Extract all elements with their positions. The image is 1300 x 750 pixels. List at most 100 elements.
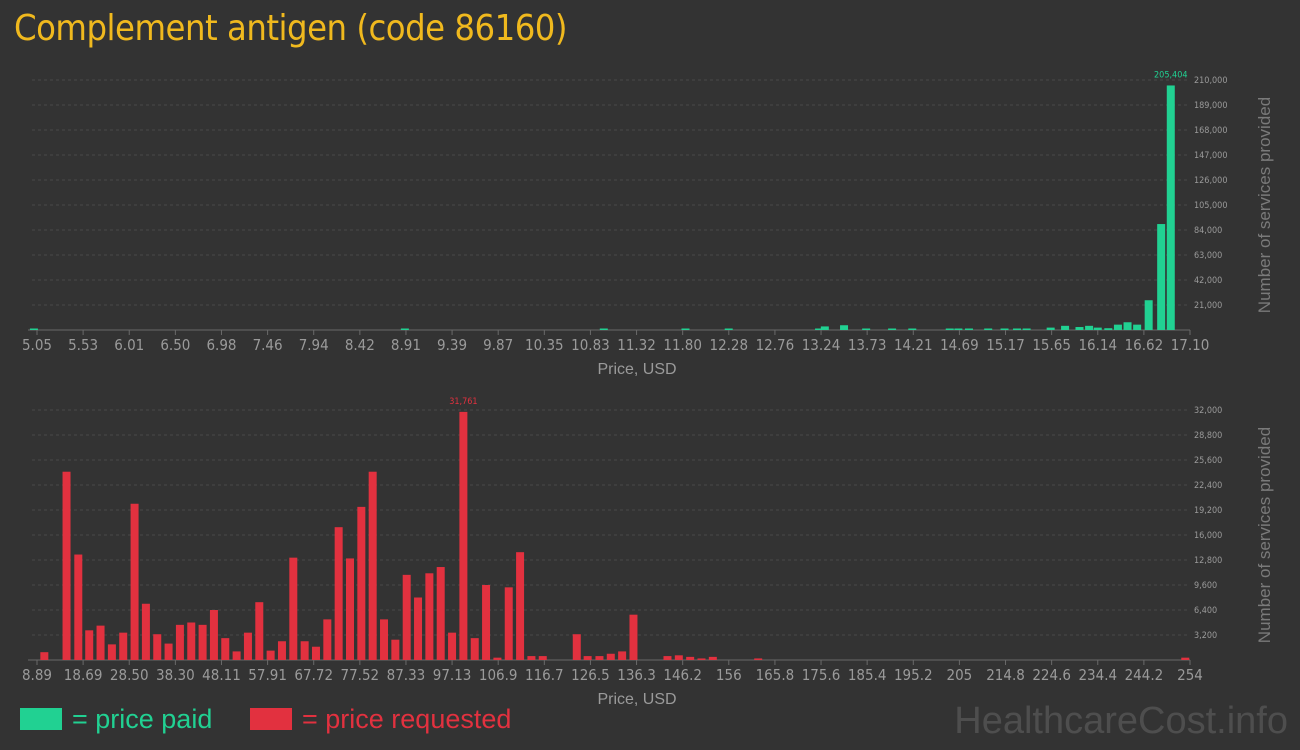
bar [164,643,173,660]
bar [96,625,105,660]
bar [380,619,389,660]
bar [130,503,139,660]
bar [232,651,241,660]
x-tick-label: 15.65 [1032,336,1071,354]
bar [198,624,207,660]
bar [1075,327,1084,330]
x-tick-label: 6.50 [160,336,190,354]
x-tick-label: 16.62 [1125,336,1164,354]
bar [1166,85,1175,330]
bar [686,656,695,660]
page-title: Complement antigen (code 86160) [14,8,568,49]
bar [840,325,849,330]
bar [436,567,445,660]
bar [414,597,423,660]
bar [346,558,354,660]
bar [754,658,763,660]
bar [243,632,252,660]
y-tick-label: 28,800 [1194,431,1222,441]
bar [618,651,627,660]
bar [984,328,993,330]
bar [663,656,672,660]
bar [425,573,434,660]
y-tick-label: 63,000 [1194,251,1222,261]
bar [459,411,468,660]
watermark: HealthcareCost.info [954,700,1288,742]
x-tick-label: 5.05 [22,336,52,354]
x-tick-label: 146.2 [663,666,702,684]
paid-swatch [20,708,62,730]
x-tick-label: 28.50 [110,666,149,684]
bar [141,603,150,660]
y-tick-label: 32,000 [1194,406,1222,416]
bar [820,326,829,330]
chart-requested: 3,200 6,400 9,600 12,800 16,000 19,200 22,400 2… [22,397,1274,708]
chart-paid: 21,000 42,000 63,000 84,000 105,000 126,000 14… [22,70,1274,378]
x-tick-label: 224.6 [1032,666,1071,684]
x-tick-label: 9.87 [483,336,513,354]
y-tick-label: 3,200 [1194,631,1217,641]
y-tick-label: 147,000 [1194,151,1227,161]
x-tick-label: 48.11 [202,666,241,684]
y-tick-label: 19,200 [1194,506,1222,516]
bar [1046,327,1055,330]
bar [85,630,94,660]
x-tick-label: 67.72 [294,666,333,684]
bar [888,328,897,330]
x-tick-label: 185.4 [848,666,887,684]
bar [1000,328,1009,330]
x-tick-label: 8.89 [22,666,52,684]
bar [1093,327,1102,330]
x-axis-label: Price, USD [597,691,676,708]
y-tick-label: 16,000 [1194,531,1222,541]
max-value-label: 205,404 [1154,70,1187,80]
x-tick-label: 214.8 [986,666,1025,684]
bar [448,632,457,660]
x-tick-label: 15.17 [986,336,1025,354]
y-tick-label: 25,600 [1194,456,1222,466]
x-tick-label: 116.7 [525,666,564,684]
x-tick-label: 10.83 [571,336,610,354]
y-axis-label: Number of services provided [1255,97,1274,313]
x-tick-label: 8.42 [345,336,375,354]
x-tick-label: 12.76 [756,336,795,354]
x-tick-label: 6.01 [114,336,144,354]
bar [289,557,298,660]
bar [815,328,824,330]
x-tick-label: 7.94 [299,336,329,354]
bar [391,639,400,660]
x-tick-label: 11.32 [617,336,656,354]
bar [1133,324,1142,330]
bar [708,656,717,660]
x-tick-label: 175.6 [802,666,841,684]
bar [964,328,973,330]
bar [119,632,128,660]
bar [402,574,411,660]
x-tick-label: 106.9 [479,666,518,684]
bar [1157,224,1166,330]
bar [323,619,332,660]
x-tick-label: 14.21 [894,336,933,354]
y-tick-label: 9,600 [1194,581,1217,591]
x-tick-label: 195.2 [894,666,933,684]
x-tick-label: 5.53 [68,336,98,354]
x-tick-label: 254 [1177,666,1203,684]
bar [595,656,604,660]
bar [482,585,491,660]
bar [187,622,196,660]
x-tick-label: 136.3 [617,666,656,684]
requested-swatch [250,708,292,730]
bar [493,657,502,660]
bar [470,638,479,660]
bar [954,328,963,330]
x-tick-label: 7.46 [253,336,283,354]
x-tick-label: 38.30 [156,666,195,684]
bar [368,471,377,660]
bar [583,656,592,660]
bar [504,587,513,660]
bar [334,527,343,660]
bar [153,634,162,660]
x-tick-label: 77.52 [341,666,380,684]
x-tick-label: 9.39 [437,336,467,354]
y-tick-label: 42,000 [1194,276,1222,286]
